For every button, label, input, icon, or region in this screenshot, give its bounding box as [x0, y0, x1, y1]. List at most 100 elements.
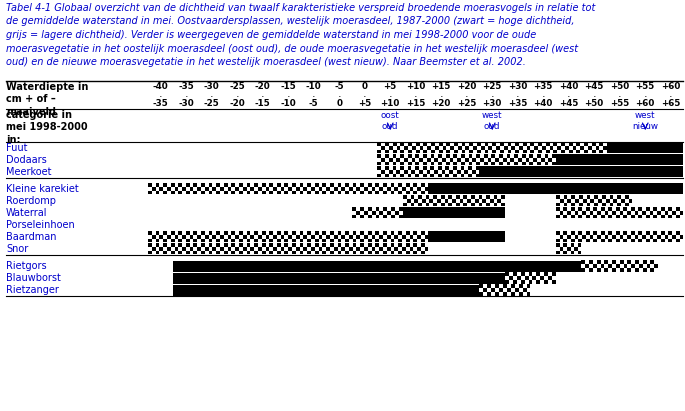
Bar [155, 239, 160, 242]
Bar [311, 247, 315, 251]
Bar [352, 215, 356, 219]
Bar [385, 143, 389, 146]
Bar [479, 203, 482, 206]
Bar [387, 187, 390, 191]
Bar [549, 158, 552, 162]
Text: +60: +60 [636, 99, 655, 108]
Text: -15: -15 [255, 99, 271, 108]
Bar [201, 239, 205, 242]
Bar [643, 211, 646, 215]
Bar [299, 239, 303, 242]
Bar [616, 215, 620, 219]
Text: -5: -5 [334, 82, 344, 91]
Bar [571, 215, 575, 219]
Bar [589, 268, 593, 272]
Bar [209, 231, 212, 235]
Bar [353, 243, 356, 247]
Bar [413, 251, 417, 254]
Bar [631, 215, 635, 219]
Bar [391, 215, 395, 219]
Bar [403, 196, 407, 199]
Bar [488, 146, 493, 150]
Text: 0: 0 [336, 99, 342, 108]
Bar [395, 235, 398, 239]
Bar [385, 174, 389, 178]
Text: +55: +55 [610, 99, 630, 108]
Bar [515, 288, 519, 292]
Bar [484, 155, 488, 158]
Bar [372, 247, 375, 251]
Bar [556, 203, 560, 206]
Bar [148, 239, 152, 242]
Bar [564, 208, 567, 211]
Bar [404, 158, 408, 162]
Bar [173, 261, 582, 272]
Bar [475, 166, 480, 170]
Bar [582, 268, 585, 272]
Bar [537, 155, 541, 158]
Bar [406, 251, 410, 254]
Bar [556, 243, 560, 247]
Bar [631, 239, 635, 242]
Text: west
nieuw: west nieuw [632, 111, 658, 131]
Bar [503, 146, 508, 150]
Bar [390, 251, 395, 254]
Bar [576, 143, 580, 146]
Bar [453, 166, 457, 170]
Bar [345, 239, 349, 242]
Bar [501, 203, 505, 206]
Bar [364, 235, 368, 239]
Text: +10: +10 [406, 82, 425, 91]
Bar [315, 191, 319, 194]
Bar [201, 183, 205, 187]
Bar [338, 239, 341, 242]
Bar [372, 187, 375, 191]
Bar [561, 150, 565, 153]
Bar [445, 174, 449, 178]
Bar [296, 187, 299, 191]
Bar [514, 162, 518, 166]
Bar [431, 143, 435, 146]
Bar [590, 199, 595, 203]
Bar [475, 174, 480, 178]
Bar [421, 191, 425, 194]
Bar [571, 203, 575, 206]
Bar [460, 166, 464, 170]
Bar [430, 166, 434, 170]
Bar [453, 155, 458, 158]
Bar [167, 187, 171, 191]
Bar [657, 211, 661, 215]
Bar [592, 150, 595, 153]
Bar [635, 211, 638, 215]
Bar [464, 170, 468, 174]
Bar [406, 183, 410, 187]
Bar [341, 187, 345, 191]
Bar [538, 143, 542, 146]
Text: Blauwborst: Blauwborst [6, 273, 61, 283]
Bar [382, 170, 385, 174]
Bar [464, 203, 467, 206]
Bar [646, 208, 650, 211]
Bar [390, 191, 395, 194]
Bar [186, 191, 190, 194]
Bar [511, 292, 515, 296]
Bar [564, 203, 567, 206]
Text: grijs = lagere dichtheid). Verder is weergegeven de gemiddelde waterstand in mei: grijs = lagere dichtheid). Verder is wee… [6, 30, 536, 40]
Bar [523, 150, 527, 153]
Bar [646, 231, 650, 235]
Bar [532, 276, 536, 280]
Bar [544, 272, 548, 276]
Bar [384, 215, 387, 219]
Bar [232, 239, 235, 242]
Bar [281, 187, 284, 191]
Bar [427, 146, 431, 150]
Bar [664, 211, 669, 215]
Bar [484, 162, 488, 166]
Text: +15: +15 [432, 82, 451, 91]
Bar [375, 231, 379, 235]
Bar [575, 199, 579, 203]
Bar [676, 231, 680, 235]
Bar [209, 243, 212, 247]
Bar [468, 174, 472, 178]
Bar [556, 196, 560, 199]
